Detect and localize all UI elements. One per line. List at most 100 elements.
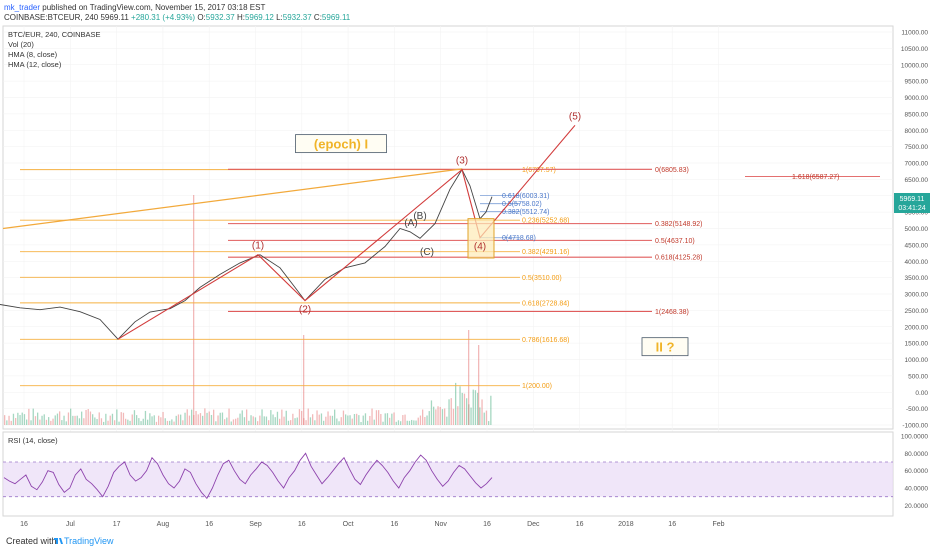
price-tick-label: 3000.00 (905, 292, 929, 299)
volume-bar (65, 421, 67, 425)
volume-bar (281, 409, 283, 425)
volume-bar (171, 419, 173, 425)
price-gridlines (3, 31, 893, 426)
volume-bar (149, 413, 151, 425)
volume-bar (54, 415, 56, 425)
elliott-wave-path[interactable] (117, 124, 576, 340)
tradingview-brand-link[interactable]: TradingView (64, 536, 114, 546)
volume-bar (105, 413, 107, 425)
rsi-band (3, 462, 893, 497)
volume-bar (184, 412, 186, 425)
volume-bar (298, 409, 301, 425)
price-change: +280.31 (+4.93%) (131, 13, 196, 22)
volume-bar (287, 420, 290, 425)
volume-bar (439, 406, 441, 425)
price-tick-label: -500.00 (906, 406, 928, 413)
volume-bar (472, 389, 474, 425)
volume-bar (314, 420, 316, 425)
chart-canvas[interactable]: 1(6797.57) 0.236(5252.68) 0.382(4291.16) 0.… (0, 0, 932, 532)
volume-bar (455, 382, 457, 425)
last-price: 5969.11 (100, 13, 129, 22)
volume-bar (136, 415, 138, 425)
volume-bar (235, 418, 237, 425)
time-tick-label: 16 (20, 521, 28, 528)
fib-long-label: 0.786(1616.68) (522, 337, 569, 344)
volume-bar (107, 420, 109, 425)
volume-bar (413, 420, 415, 425)
close-value: 5969.11 (321, 13, 351, 22)
volume-bar (131, 414, 133, 425)
close-label: C: (313, 13, 322, 22)
wave-4-box[interactable] (467, 218, 495, 259)
volume-bar (96, 418, 98, 425)
wave-label: (B) (413, 211, 426, 222)
volume-bar (393, 412, 395, 425)
volume-bar (375, 410, 378, 425)
volume-bar (182, 420, 184, 425)
volume-bar (6, 420, 8, 425)
volume-bar (94, 417, 96, 425)
rsi-tick-label: 100.0000 (901, 434, 928, 441)
volume-bar (122, 412, 125, 425)
volume-bar (34, 416, 37, 425)
fib-blue-label: 0.382(5512.74) (502, 209, 549, 216)
volume-bar (378, 410, 380, 425)
price-series-line (0, 168, 493, 340)
rsi-tick-label: 80.0000 (905, 451, 929, 458)
volume-bar (397, 420, 400, 425)
volume-bar (356, 413, 358, 425)
volume-bar (208, 411, 210, 425)
volume-bar (428, 411, 430, 425)
volume-bar (358, 415, 360, 425)
volume-bar (8, 415, 10, 425)
volume-bar (433, 406, 435, 425)
volume-bar (63, 415, 65, 425)
fib-long-label: 1(6797.57) (522, 167, 556, 174)
volume-spike (303, 335, 305, 425)
publish-line: mk_trader published on TradingView.com, … (4, 3, 265, 12)
volume-bar (109, 415, 111, 425)
volume-bar (61, 420, 63, 425)
time-axis[interactable]: 16 Jul 17 Aug 16 Sep 16 Oct 16 Nov 16 Dec 16 2018 16 Fe… (20, 521, 725, 528)
price-axis[interactable]: 11000.00 10500.00 10000.00 9500.00 9000.00 85… (901, 30, 929, 430)
fib-retracement-blue: 0.618(6003.31)0.5(5758.02)0.382(5512.74)… (480, 193, 549, 242)
time-tick-label: Sep (249, 521, 262, 528)
volume-bar (382, 421, 384, 425)
publisher-link[interactable]: mk_trader (4, 3, 41, 12)
orange-trendline[interactable] (2, 168, 463, 230)
volume-bar (424, 416, 426, 425)
main-pane[interactable]: 1(6797.57) 0.236(5252.68) 0.382(4291.16) 0.… (0, 25, 894, 516)
volume-bar (120, 412, 122, 425)
volume-bar (331, 415, 334, 425)
quote-line: COINBASE:BTCEUR, 240 5969.11 +280.31 (+4… (4, 13, 350, 22)
volume-bar (345, 414, 347, 425)
volume-bar (12, 413, 15, 425)
volume-bar (276, 411, 279, 425)
legend-symbol: BTC/EUR, 240, COINBASE (8, 30, 101, 39)
volume-bar (155, 421, 158, 425)
volume-bar (160, 417, 162, 425)
volume-bar (305, 420, 307, 425)
fib-red-label: 0.618(4125.28) (655, 255, 702, 262)
volume-bar (268, 420, 270, 425)
time-tick-label: 16 (391, 521, 399, 528)
legend-vol: Vol (20) (8, 40, 34, 49)
volume-bar (259, 415, 261, 425)
volume-bar (127, 419, 129, 425)
rsi-pane[interactable]: RSI (14, close) 100.0000 80.0000 60.0000 40… (2, 431, 929, 517)
time-tick-label: 2018 (618, 521, 634, 528)
volume-bar (45, 419, 48, 425)
volume-bar (10, 420, 12, 425)
volume-bar (230, 421, 232, 425)
volume-bar (81, 411, 83, 425)
volume-bar (98, 412, 100, 425)
volume-bar (318, 414, 320, 425)
volume-bar (217, 415, 219, 425)
volume-bar (362, 415, 364, 425)
open-value: 5932.37 (205, 13, 235, 22)
volume-bar (72, 415, 74, 425)
annotation-text: II ? (656, 340, 675, 355)
volume-bar (195, 410, 197, 425)
price-tag-value: 5969.11 (900, 196, 925, 203)
volume-bar (479, 407, 481, 425)
